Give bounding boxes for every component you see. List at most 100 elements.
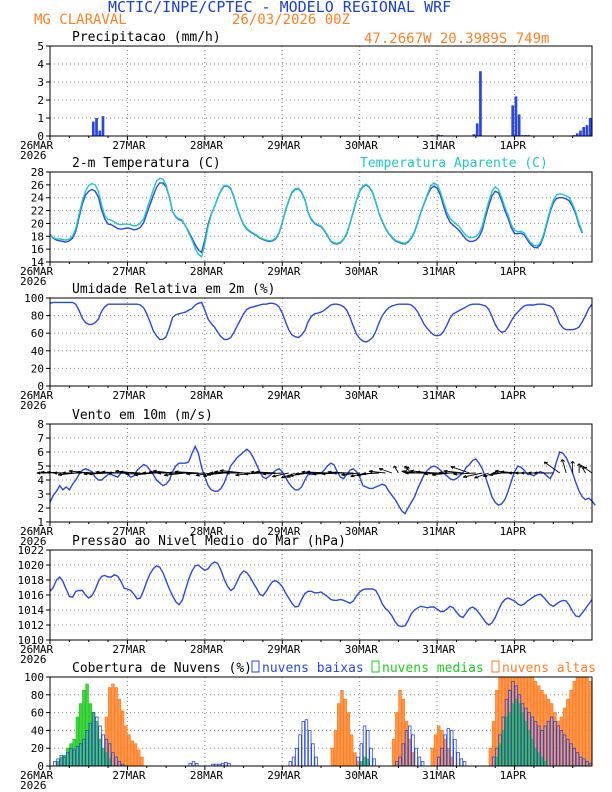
- legend-swatch: [371, 660, 380, 673]
- wind-arrow: [195, 472, 212, 476]
- nuvens-baixas-bar: [311, 743, 315, 767]
- panel-frame: [49, 45, 593, 137]
- wind-arrow-head: [148, 470, 153, 473]
- wind-arrow-head: [500, 470, 505, 473]
- panel-frame: [49, 423, 593, 523]
- precip-bar: [101, 116, 105, 136]
- wind-arrow-head: [57, 472, 62, 476]
- wind-arrow: [453, 472, 476, 475]
- nuvens-altas-bar: [488, 747, 493, 767]
- x-tick-label: 1APR: [500, 139, 527, 152]
- wind-arrow-head: [453, 472, 457, 475]
- wind-arrow-head: [174, 470, 179, 473]
- wind-arrow: [186, 472, 205, 475]
- wind-arrow-head: [416, 470, 421, 473]
- nuvens-baixas-bar: [224, 762, 228, 767]
- y-tick-label: 1010: [18, 634, 45, 647]
- wind-arrow-head: [286, 474, 290, 478]
- wind-arrow-head: [281, 475, 284, 479]
- y-tick-label: 5: [37, 40, 44, 53]
- wind-arrow-head: [206, 472, 211, 476]
- x-tick-label: 29MAR: [267, 139, 300, 152]
- y-tick-label: 16: [31, 243, 44, 256]
- x-tick-label: 27MAR: [112, 769, 145, 782]
- x-year-label: 2026: [20, 275, 47, 288]
- nuvens-baixas-bar: [295, 747, 299, 767]
- legend-label: nuvens medias: [382, 661, 484, 676]
- nuvens-baixas-bar: [304, 719, 309, 767]
- nuvens-altas-bar: [349, 734, 354, 767]
- precip-bar: [472, 134, 476, 136]
- wind-arrow-head: [474, 475, 477, 479]
- x-year-label: 2026: [20, 779, 47, 792]
- nuvens-baixas-bar: [291, 756, 296, 767]
- x-tick-label: 26MAR: [20, 769, 53, 782]
- nuvens-baixas-bar: [459, 758, 464, 767]
- precip-bar: [585, 125, 589, 136]
- nuvens-baixas-bar: [191, 761, 196, 767]
- station-coords: 47.2667W 20.3989S 749m: [364, 31, 550, 47]
- wind-arrow-head: [262, 472, 267, 475]
- precip-bar: [582, 127, 586, 136]
- wind-arrow-head: [462, 475, 467, 478]
- nuvens-altas-bar: [124, 725, 128, 767]
- wind-arrow-head: [408, 466, 410, 470]
- rh-line: [49, 301, 593, 343]
- nuvens-baixas-bar: [453, 738, 457, 767]
- panel-title: Cobertura de Nuvens (%): [72, 661, 252, 676]
- wind-arrow: [119, 471, 141, 474]
- y-tick-label: 20: [31, 742, 44, 755]
- x-tick-label: 26MAR: [20, 139, 53, 152]
- wind-arrow-head: [583, 466, 588, 469]
- x-tick-label: 30MAR: [345, 769, 378, 782]
- y-tick-label: 20: [31, 362, 44, 375]
- x-tick-label: 31MAR: [422, 389, 455, 402]
- x-tick-label: 30MAR: [345, 525, 378, 538]
- nuvens-altas-bar: [578, 676, 583, 767]
- x-tick-label: 28MAR: [190, 643, 223, 656]
- wind-arrow-head: [250, 470, 255, 473]
- panel-title: Vento em 10m (m/s): [72, 408, 213, 423]
- y-tick-label: 24: [31, 192, 45, 205]
- wind-arrow-head: [401, 470, 406, 472]
- wind-arrow: [443, 470, 463, 474]
- nuvens-baixas-bar: [298, 734, 302, 767]
- x-tick-label: 1APR: [500, 525, 527, 538]
- y-tick-label: 0: [37, 760, 44, 773]
- nuvens-altas-bar: [346, 712, 351, 767]
- panel-title: Precipitacao (mm/h): [72, 30, 221, 45]
- wind-arrow: [272, 472, 289, 478]
- y-tick-label: 100: [24, 671, 44, 684]
- precip-bar: [579, 130, 582, 136]
- nuvens-altas-bar: [353, 752, 357, 767]
- wind-arrow: [416, 471, 438, 474]
- nuvens-altas-bar: [340, 689, 344, 767]
- x-tick-label: 29MAR: [267, 265, 300, 278]
- wind-arrow-head: [295, 472, 299, 475]
- wind-arrow-head: [327, 470, 332, 473]
- chart-title: MCTIC/INPE/CPTEC - MODELO REGIONAL WRF: [108, 0, 452, 16]
- wind-arrow-head: [115, 469, 120, 472]
- nuvens-altas-bar: [117, 698, 122, 767]
- wind-arrow-head: [306, 470, 311, 473]
- wind-arrow-head: [332, 471, 337, 474]
- x-tick-label: 27MAR: [112, 643, 145, 656]
- wind-arrow-head: [321, 472, 326, 475]
- y-tick-label: 2: [37, 502, 44, 515]
- wind-arrow-head: [125, 472, 130, 475]
- wind-arrow-head: [289, 473, 293, 477]
- wind-arrow: [450, 466, 470, 474]
- wind-arrow-head: [272, 474, 276, 477]
- wind-arrow-head: [570, 460, 573, 464]
- wind-arrow-head: [88, 472, 93, 475]
- wind-arrow-head: [62, 471, 66, 474]
- wind-arrow: [368, 470, 386, 474]
- wind-arrow-head: [108, 471, 112, 474]
- nuvens-altas-bar: [333, 730, 338, 767]
- x-tick-label: 27MAR: [112, 525, 145, 538]
- y-tick-label: 3: [37, 488, 44, 501]
- precip-bar: [475, 123, 479, 136]
- wind-arrow-head: [341, 473, 345, 476]
- y-tick-label: 1020: [18, 559, 45, 572]
- nuvens-altas-bar: [130, 740, 134, 767]
